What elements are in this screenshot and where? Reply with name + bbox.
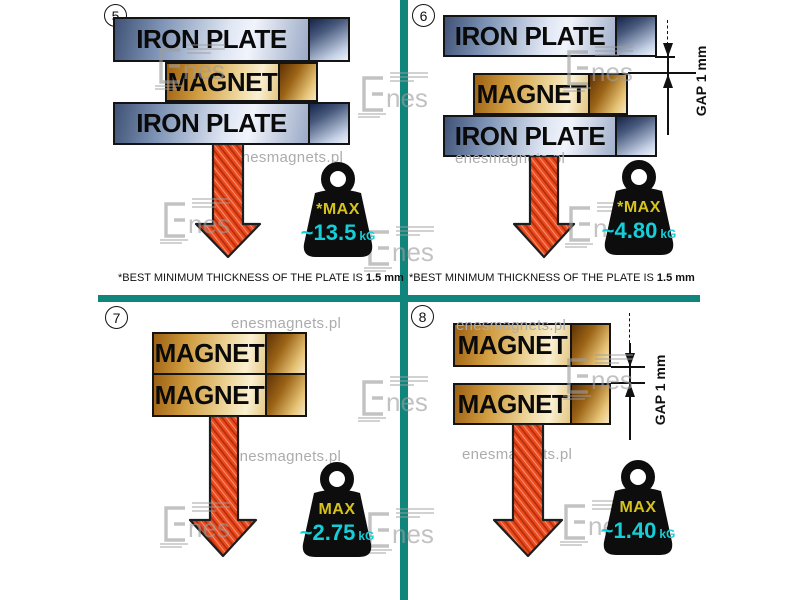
panel8-dimension-line-dashed xyxy=(629,313,630,343)
enes-logo-watermark: nes xyxy=(160,502,230,548)
enes-logo-watermark: nes xyxy=(563,46,633,92)
pan7-magnet-bottom-segment xyxy=(265,373,307,417)
panel7-weight: MAX ~2.75 kG xyxy=(292,460,382,560)
panel6-iron-plate-bottom-label: IRON PLATE xyxy=(454,120,606,151)
kettlebell-icon xyxy=(604,160,674,255)
enes-logo-watermark: nes xyxy=(160,198,230,244)
panel5-iron-plate-top: IRON PLATE xyxy=(113,17,350,62)
panel6-iron-plate-top-label: IRON PLATE xyxy=(454,20,606,51)
panel6-dimension-line xyxy=(667,44,669,135)
panel8-magnet-bottom-segment xyxy=(570,383,611,425)
panel5-magnet-segment xyxy=(278,62,318,102)
watermark-url: enesmagnets.pl xyxy=(456,317,567,334)
panel6-dim-arrow-up-icon xyxy=(663,74,673,88)
enes-logo-watermark: nes xyxy=(358,376,428,422)
panel7-number: 7 xyxy=(112,309,121,326)
panel7-max-value: ~2.75 kG xyxy=(299,520,375,545)
panel5-iron-plate-bottom-label: IRON PLATE xyxy=(136,108,287,138)
panel6-dimension-line-dashed xyxy=(667,20,668,45)
panel5-number: 5 xyxy=(111,7,120,24)
enes-logo-watermark: nes xyxy=(563,354,633,400)
panel6-number-badge: 6 xyxy=(412,4,435,27)
panel8-max-label: MAX xyxy=(619,499,657,516)
panel7-magnet-top-segment xyxy=(265,332,307,375)
svg-text:nes: nes xyxy=(188,209,230,239)
panel6-magnet-segment xyxy=(588,73,628,115)
horizontal-divider-line xyxy=(98,295,700,302)
panel6-max-value: ~4.80 kG xyxy=(601,218,677,243)
panel6-number: 6 xyxy=(419,7,428,24)
panel8-gap-label: GAP 1 mm xyxy=(652,354,668,426)
panel8-number: 8 xyxy=(418,308,427,325)
panel7-magnet-bottom: MAGNET xyxy=(152,373,307,417)
panel7-magnet-top-label: MAGNET xyxy=(154,338,265,368)
panel8-max-value: ~1.40 kG xyxy=(600,518,676,543)
panel5-footnote: *BEST MINIMUM THICKNESS OF THE PLATE IS 1… xyxy=(118,272,404,284)
panel5-iron-plate-bottom: IRON PLATE xyxy=(113,102,350,145)
kettlebell-icon xyxy=(603,460,673,555)
panel5-magnet: MAGNET xyxy=(165,62,318,102)
panel8-magnet-top-label: MAGNET xyxy=(457,329,568,360)
enes-logo-watermark: nes xyxy=(364,508,434,554)
panel8-pull-arrow xyxy=(492,424,564,558)
watermark-url: enesmagnets.pl xyxy=(231,448,342,465)
svg-text:nes: nes xyxy=(392,519,434,549)
kettlebell-icon xyxy=(302,462,372,557)
watermark-url: enesmagnets.pl xyxy=(231,315,342,332)
enes-logo-watermark: nes xyxy=(155,44,225,90)
panel6-gap-extension-bottom xyxy=(628,72,696,74)
panel5-pull-arrow xyxy=(194,144,262,259)
panel8-number-badge: 8 xyxy=(411,305,434,328)
panel6-iron-plate-bottom: IRON PLATE xyxy=(443,115,657,157)
svg-text:nes: nes xyxy=(392,237,434,267)
svg-text:nes: nes xyxy=(386,387,428,417)
panel5-max-label: *MAX xyxy=(316,201,360,218)
panel6-footnote-text: *BEST MINIMUM THICKNESS OF THE PLATE IS xyxy=(409,272,654,284)
svg-text:nes: nes xyxy=(591,57,633,87)
panel7-magnet-top: MAGNET xyxy=(152,332,307,375)
panel8-magnet-bottom: MAGNET xyxy=(453,383,611,425)
panel6-footnote: *BEST MINIMUM THICKNESS OF THE PLATE IS 1… xyxy=(409,272,695,284)
panel8-magnet-bottom-label: MAGNET xyxy=(457,388,568,419)
panel6-dim-arrow-down-icon xyxy=(663,43,673,57)
panel5-footnote-text: *BEST MINIMUM THICKNESS OF THE PLATE IS xyxy=(118,272,363,284)
panel6-pull-arrow xyxy=(512,156,576,259)
svg-text:nes: nes xyxy=(386,83,428,113)
enes-logo-watermark: nes xyxy=(364,226,434,272)
panel5-footnote-bold: 1.5 mm xyxy=(365,272,404,284)
svg-text:nes: nes xyxy=(188,513,230,543)
watermark-url: enesmagnets.pl xyxy=(233,149,344,166)
panel8-gap-extension-bottom xyxy=(611,382,645,384)
panel7-magnet-bottom-label: MAGNET xyxy=(154,379,265,410)
panel5-plate-bottom-segment xyxy=(308,102,350,145)
svg-text:nes: nes xyxy=(591,365,633,395)
svg-text:nes: nes xyxy=(183,55,225,85)
panel6-weight: *MAX ~4.80 kG xyxy=(594,158,684,258)
panel5-weight: *MAX ~13.5 kG xyxy=(293,160,383,260)
panel6-plate-bottom-segment xyxy=(615,115,657,157)
panel7-max-label: MAX xyxy=(318,501,356,518)
panel8-dim-arrow-up-icon xyxy=(625,383,635,397)
panel6-footnote-bold: 1.5 mm xyxy=(656,272,695,284)
panel7-number-badge: 7 xyxy=(105,306,128,329)
kettlebell-icon xyxy=(303,162,373,257)
panel5-magnet-label: MAGNET xyxy=(167,66,278,97)
panel8-weight: MAX ~1.40 kG xyxy=(593,458,683,558)
panel6-plate-top-segment xyxy=(615,15,657,57)
panel6-iron-plate-top: IRON PLATE xyxy=(443,15,657,57)
panel7-pull-arrow xyxy=(188,416,258,558)
panel6-gap-label: GAP 1 mm xyxy=(693,45,709,117)
panel8-dim-arrow-down-icon xyxy=(625,353,635,367)
enes-logo-watermark: nes xyxy=(358,72,428,118)
panel5-plate-top-segment xyxy=(308,17,350,62)
panel5-max-value: ~13.5 kG xyxy=(300,220,376,245)
panel6-max-label: *MAX xyxy=(617,199,661,216)
